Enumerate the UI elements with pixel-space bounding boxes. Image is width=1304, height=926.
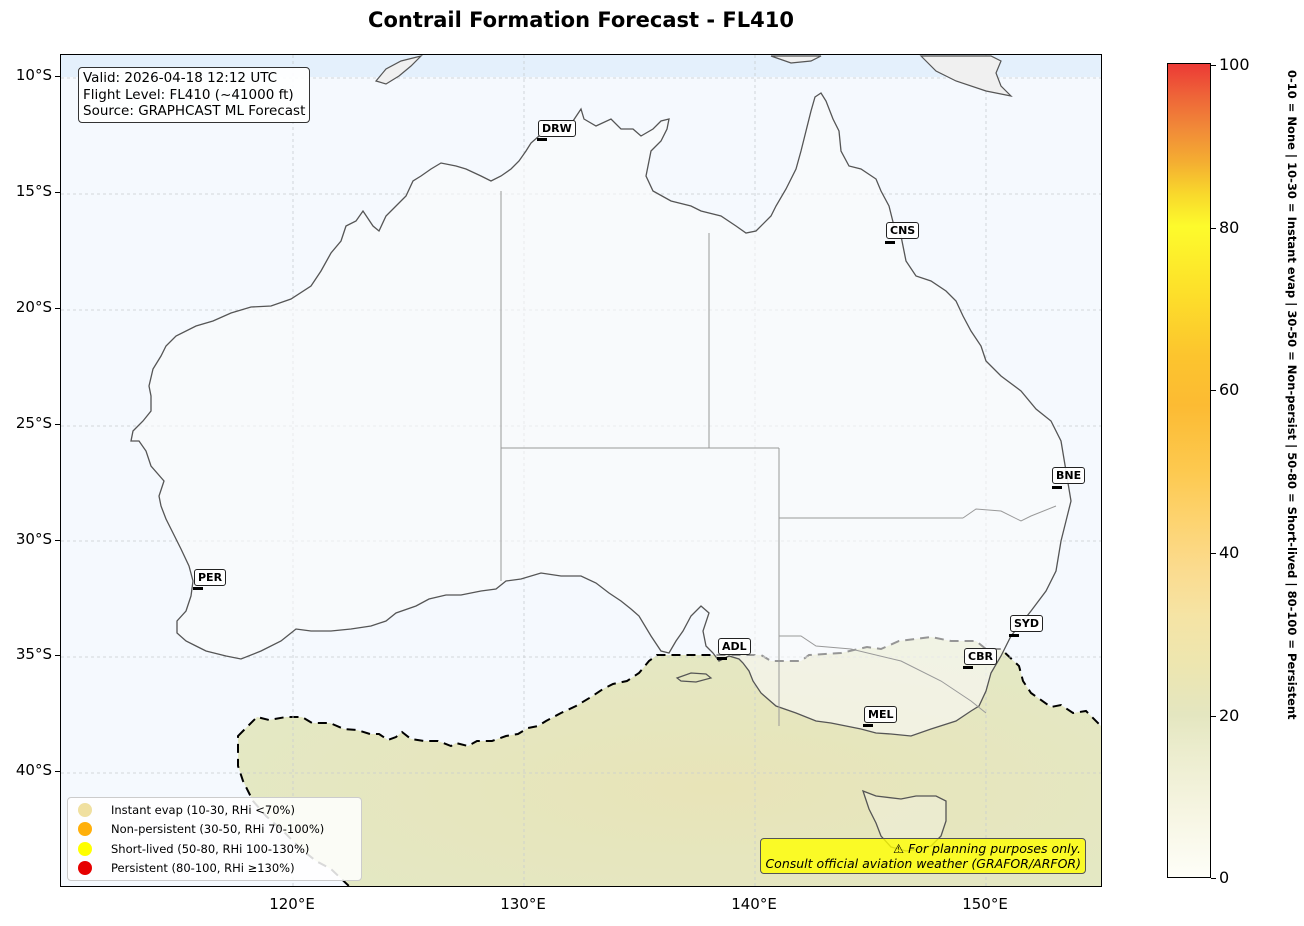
airport-label-cns[interactable]: CNS [886,222,920,239]
airport-label-cbr[interactable]: CBR [964,648,997,665]
flight-level: Flight Level: FL410 (~41000 ft) [83,86,294,103]
australia-coastline [130,92,1072,737]
colorbar-tick: 80 [1210,218,1240,237]
airport-markers [193,138,1062,727]
colorbar-tick: 100 [1211,55,1250,74]
airport-label-per[interactable]: PER [194,569,227,586]
disclaimer-line-1: ⚠ For planning purposes only. [893,841,1081,856]
airport-label-adl[interactable]: ADL [718,638,751,655]
disclaimer-line-2: Consult official aviation weather (GRAFO… [765,856,1081,871]
legend-label: Instant evap (10-30, RHi <70%) [111,802,295,817]
x-tick-label: 140°E [731,895,777,913]
top-band [61,55,1101,77]
colorbar-tick: 0 [1210,868,1230,887]
colorbar-label: 0-10 = None | 10-30 = Instant evap | 30-… [1280,70,1300,870]
airport-label-bne[interactable]: BNE [1052,467,1086,484]
x-tick-label: 130°E [500,895,546,913]
y-tick-label: 30°S [0,530,60,548]
legend-item-non-persistent: Non-persistent (30-50, RHi 70-100%) [78,820,361,840]
circle-icon [78,861,92,876]
map-graphics [61,55,1101,886]
airport-label-drw[interactable]: DRW [538,120,576,137]
circle-icon [78,841,92,856]
map-canvas[interactable] [60,54,1102,887]
colorbar-tick: 60 [1210,380,1240,399]
legend-item-persistent: Persistent (80-100, RHi ≥130%) [78,859,361,879]
y-tick-label: 35°S [0,645,60,663]
colorbar-tick: 20 [1210,706,1240,725]
x-tick-label: 120°E [269,895,315,913]
chart-title: Contrail Formation Forecast - FL410 [368,8,794,32]
y-tick-label: 15°S [0,182,60,200]
valid-time: Valid: 2026-04-18 12:12 UTC [83,70,278,86]
legend-item-short-lived: Short-lived (50-80, RHi 100-130%) [78,839,361,859]
airport-label-syd[interactable]: SYD [1010,615,1044,632]
colorbar-label-text: 0-10 = None | 10-30 = Instant evap | 30-… [1285,70,1299,720]
state-borders [500,191,1057,726]
forecast-info-box: Valid: 2026-04-18 12:12 UTC Flight Level… [78,67,311,123]
y-tick-label: 10°S [0,66,60,84]
y-tick-label: 25°S [0,414,60,432]
legend: Instant evap (10-30, RHi <70%) Non-persi… [67,797,362,881]
airport-label-mel[interactable]: MEL [864,706,898,723]
circle-icon [78,822,92,837]
disclaimer-box: ⚠ For planning purposes only. Consult of… [760,838,1086,874]
x-tick-label: 150°E [962,895,1008,913]
legend-label: Non-persistent (30-50, RHi 70-100%) [111,822,325,837]
legend-label: Persistent (80-100, RHi ≥130%) [111,861,295,876]
y-tick-label: 40°S [0,761,60,779]
legend-label: Short-lived (50-80, RHi 100-130%) [111,841,310,856]
y-tick-label: 20°S [0,298,60,316]
circle-icon [78,802,92,817]
forecast-source: Source: GRAPHCAST ML Forecast [83,103,306,119]
colorbar-tick: 40 [1210,543,1240,562]
colorbar [1167,63,1211,878]
legend-item-instant-evap: Instant evap (10-30, RHi <70%) [78,800,361,820]
